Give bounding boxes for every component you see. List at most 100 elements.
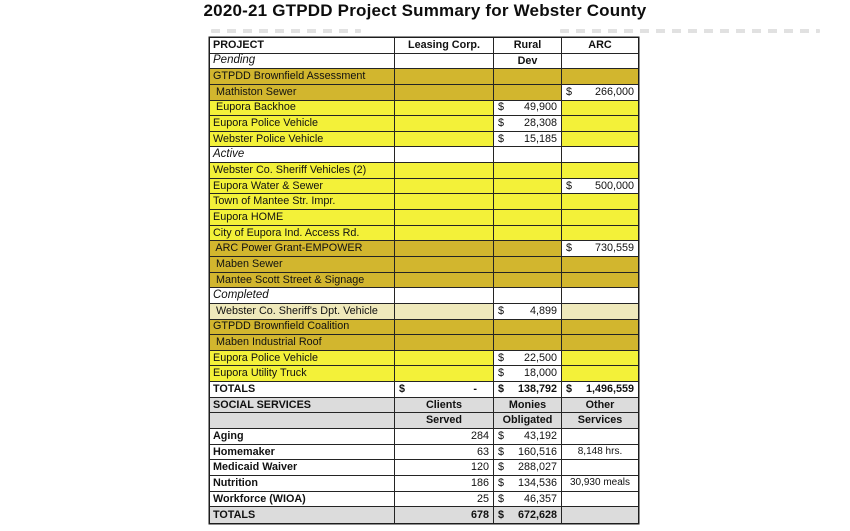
leasing-corp-cell [395,241,494,257]
project-name-cell: Eupora HOME [210,210,395,226]
dollar-sign: $ [498,429,505,442]
dollar-sign: $ [498,132,505,145]
arc-cell [562,272,638,289]
monies-obligated-cell: $672,628 [494,507,562,523]
other-services-cell [562,491,638,508]
monies-obligated-cell: $134,536 [494,475,562,492]
leasing-corp-cell [395,84,494,101]
rural-dev-amount-cell: $4,899 [494,303,562,320]
project-name-cell: Eupora Backhoe [210,100,395,117]
monies-obligated-cell: $46,357 [494,491,562,508]
column-header-obligated: Obligated [494,413,562,430]
rural-dev-cell [494,256,562,273]
other-services-cell: 8,148 hrs. [562,444,638,461]
social-services-header-blank [210,413,395,430]
leasing-corp-cell [395,178,494,195]
arc-cell [562,319,638,336]
amount: 160,516 [517,445,557,458]
arc-cell [562,303,638,320]
project-name-cell: GTPDD Brownfield Coalition [210,319,395,336]
totals-label: TOTALS [210,382,395,398]
project-name-cell: GTPDD Brownfield Assessment [210,69,395,85]
page-title: 2020-21 GTPDD Project Summary for Webste… [203,1,647,20]
dollar-sign: $ [566,383,573,396]
rural-dev-cell [494,272,562,289]
arc-cell [562,69,638,85]
dollar-sign: $ [498,367,505,380]
rural-dev-cell [494,288,562,304]
cropped-text-artifact [560,29,820,33]
other-services-cell [562,460,638,476]
arc-cell [562,53,638,70]
amount: 28,308 [523,117,557,130]
arc-cell [562,194,638,211]
leasing-corp-cell [395,147,494,164]
cropped-text-artifact [211,29,361,33]
project-name-cell: Webster Police Vehicle [210,131,395,148]
leasing-corp-cell [395,303,494,320]
dollar-sign: $ [566,85,573,98]
rural-dev-amount-cell: $15,185 [494,131,562,148]
rural-dev-amount-cell: $22,500 [494,350,562,367]
clients-served-cell: 63 [395,444,494,461]
leasing-corp-cell [395,366,494,383]
dollar-sign: $ [498,508,505,521]
dollar-sign: $ [498,476,505,489]
section-label: Completed [210,288,395,304]
rural-dev-cell [494,69,562,85]
rural-dev-cell [494,210,562,226]
amount: 22,500 [523,351,557,364]
project-name-cell: Mathiston Sewer [210,84,395,101]
column-header-services: Services [562,413,638,430]
project-summary-table: PROJECT Leasing Corp. Rural ARC Pending Dev GT… [209,37,639,524]
other-services-cell: 30,930 meals [562,475,638,492]
clients-served-cell: 120 [395,460,494,476]
project-name-cell: Eupora Utility Truck [210,366,395,383]
amount: 138,792 [517,383,557,396]
project-name-cell: Eupora Water & Sewer [210,178,395,195]
arc-cell [562,147,638,164]
rural-dev-cell [494,241,562,257]
dollar-sign: $ [498,461,505,474]
amount: 730,559 [594,242,634,255]
leasing-corp-amount-cell: $ - [395,382,494,398]
amount: 1,496,559 [585,383,634,396]
clients-served-cell: 678 [395,507,494,523]
social-service-label: Aging [210,429,395,445]
amount: 4,899 [529,304,557,317]
project-name-cell: Eupora Police Vehicle [210,350,395,367]
leasing-corp-cell [395,131,494,148]
arc-cell [562,366,638,383]
leasing-corp-cell [395,116,494,132]
leasing-corp-cell [395,288,494,304]
rural-dev-amount-cell: $28,308 [494,116,562,132]
arc-cell [562,131,638,148]
section-label: Pending [210,53,395,70]
project-name-cell: Mantee Scott Street & Signage [210,272,395,289]
leasing-corp-cell [395,272,494,289]
amount: 46,357 [523,492,557,505]
amount: 49,900 [523,101,557,114]
monies-obligated-cell: $160,516 [494,444,562,461]
amount: 288,027 [517,461,557,474]
arc-cell [562,288,638,304]
dollar-sign: $ [566,242,573,255]
leasing-corp-cell [395,53,494,70]
dollar-sign: $ [498,117,505,130]
arc-cell [562,163,638,179]
monies-obligated-cell: $288,027 [494,460,562,476]
rural-dev-amount-cell: $18,000 [494,366,562,383]
dollar-sign: $ [498,304,505,317]
column-header-clients: Clients [395,397,494,414]
social-service-label: Homemaker [210,444,395,461]
leasing-corp-cell [395,225,494,242]
arc-cell [562,100,638,117]
leasing-corp-cell [395,256,494,273]
project-name-cell: Webster Co. Sheriff Vehicles (2) [210,163,395,179]
amount: 266,000 [594,85,634,98]
amount: 672,628 [517,508,557,521]
monies-obligated-cell: $43,192 [494,429,562,445]
clients-served-cell: 25 [395,491,494,508]
leasing-corp-cell [395,335,494,351]
rural-dev-cell [494,147,562,164]
